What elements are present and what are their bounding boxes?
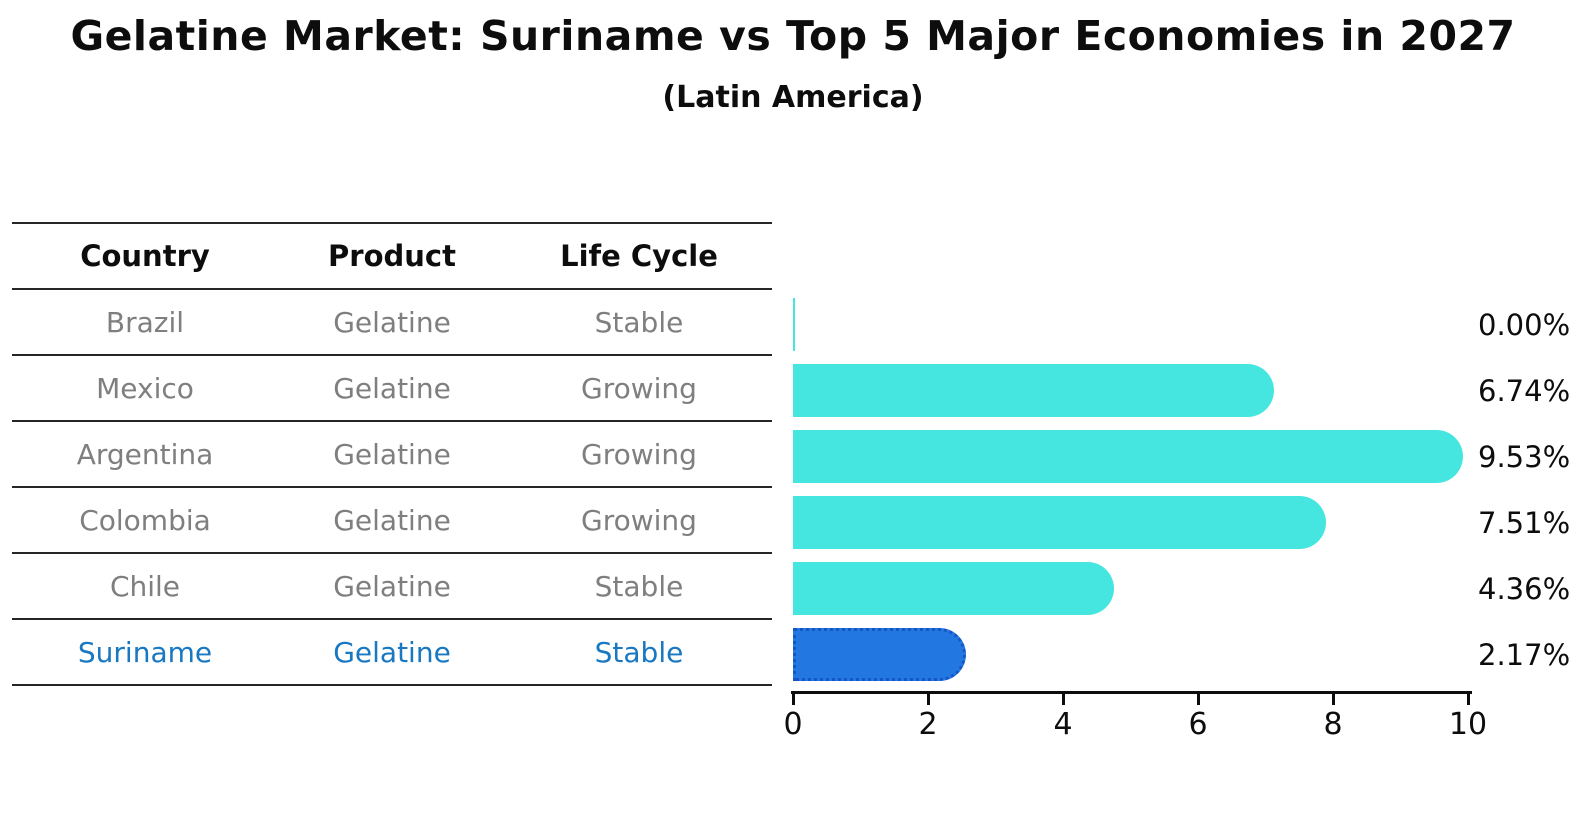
table-cell-life-cycle: Growing — [581, 437, 697, 471]
x-axis-tick-8 — [1331, 694, 1335, 705]
x-axis-tick-10 — [1466, 694, 1470, 705]
bar-argentina — [793, 430, 1463, 483]
table-cell-country: Suriname — [77, 635, 213, 669]
table-cell-country: Chile — [109, 569, 181, 603]
bar-mexico — [793, 364, 1275, 417]
table-header-life-cycle: Life Cycle — [560, 239, 718, 273]
x-axis-line — [791, 691, 1472, 694]
table-cell-product: Gelatine — [333, 305, 451, 339]
x-axis-tick-label-0: 0 — [783, 707, 803, 742]
x-axis-tick-label-8: 8 — [1323, 707, 1343, 742]
table-row-brazil: Brazil Gelatine Stable — [12, 290, 772, 356]
x-axis-tick-label-6: 6 — [1188, 707, 1208, 742]
table-cell-product: Gelatine — [333, 503, 451, 537]
table-cell-product: Gelatine — [333, 635, 451, 669]
x-axis-tick-0 — [791, 694, 795, 705]
table-cell-life-cycle: Stable — [594, 305, 684, 339]
table-row-argentina: Argentina Gelatine Growing — [12, 422, 772, 488]
table-row-mexico: Mexico Gelatine Growing — [12, 356, 772, 422]
x-axis-tick-label-10: 10 — [1448, 707, 1488, 742]
table-cell-product: Gelatine — [333, 371, 451, 405]
x-axis-tick-label-4: 4 — [1053, 707, 1073, 742]
bar-brazil — [793, 298, 795, 351]
bar-suriname — [793, 628, 966, 681]
table-row-suriname: Suriname Gelatine Stable — [12, 620, 772, 686]
comparison-table: Country Product Life Cycle Brazil Gelatin… — [12, 222, 772, 686]
table-cell-product: Gelatine — [333, 569, 451, 603]
x-axis-tick-2 — [926, 694, 930, 705]
chart-title: Gelatine Market: Suriname vs Top 5 Major… — [70, 12, 1516, 60]
table-cell-country: Mexico — [96, 371, 194, 405]
table-cell-life-cycle: Stable — [594, 569, 684, 603]
x-axis-tick-label-2: 2 — [918, 707, 938, 742]
table-row-chile: Chile Gelatine Stable — [12, 554, 772, 620]
bar-value-label-argentina: 9.53% — [1478, 439, 1571, 474]
table-cell-country: Colombia — [79, 503, 211, 537]
bar-colombia — [793, 496, 1327, 549]
table-header-row: Country Product Life Cycle — [12, 222, 772, 290]
x-axis-tick-4 — [1061, 694, 1065, 705]
bar-value-label-mexico: 6.74% — [1478, 373, 1571, 408]
table-cell-product: Gelatine — [333, 437, 451, 471]
table-cell-life-cycle: Growing — [581, 503, 697, 537]
table-header-country: Country — [80, 239, 210, 273]
table-cell-country: Brazil — [105, 305, 185, 339]
bar-value-label-chile: 4.36% — [1478, 571, 1571, 606]
table-cell-life-cycle: Growing — [581, 371, 697, 405]
table-cell-life-cycle: Stable — [594, 635, 684, 669]
bar-chile — [793, 562, 1114, 615]
table-cell-country: Argentina — [76, 437, 214, 471]
bar-value-label-brazil: 0.00% — [1478, 307, 1571, 342]
chart-subtitle: (Latin America) — [662, 80, 924, 115]
bar-value-label-suriname: 2.17% — [1478, 637, 1571, 672]
x-axis-tick-6 — [1196, 694, 1200, 705]
table-body: Brazil Gelatine Stable Mexico Gelatine Growin… — [12, 290, 772, 686]
table-row-colombia: Colombia Gelatine Growing — [12, 488, 772, 554]
bar-value-label-colombia: 7.51% — [1478, 505, 1571, 540]
table-header-product: Product — [328, 239, 456, 273]
